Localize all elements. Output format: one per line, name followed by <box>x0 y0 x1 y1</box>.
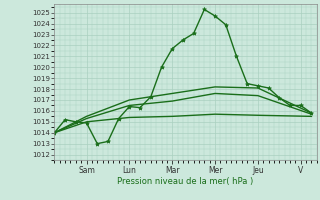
X-axis label: Pression niveau de la mer( hPa ): Pression niveau de la mer( hPa ) <box>117 177 254 186</box>
